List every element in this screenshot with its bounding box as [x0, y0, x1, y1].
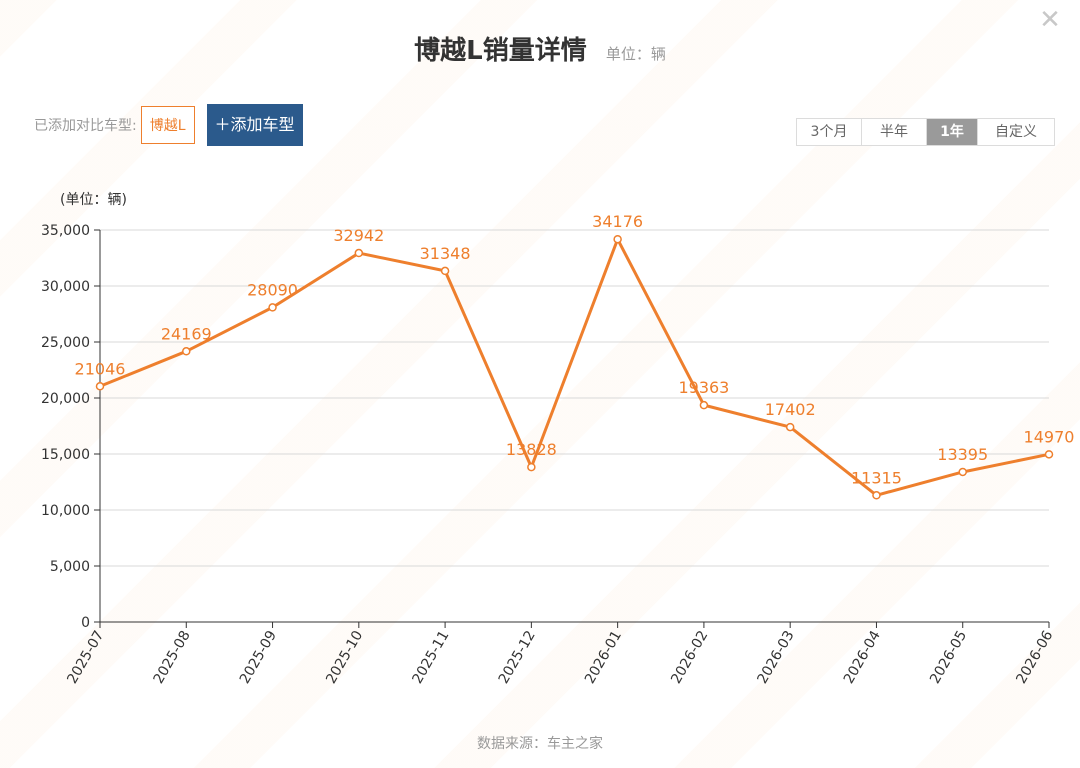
data-point [872, 491, 881, 500]
data-point [613, 234, 622, 244]
x-tick-label: 2026-01 [582, 628, 625, 687]
data-source: 数据来源：车主之家 [477, 736, 603, 752]
close-icon[interactable]: ✕ [1039, 5, 1061, 35]
data-label: 11315 [851, 468, 902, 487]
x-tick-label: 2026-05 [927, 628, 970, 687]
data-label: 32942 [333, 226, 384, 245]
y-tick-label: 25,000 [41, 335, 90, 351]
data-point [785, 422, 795, 432]
tab-1-year[interactable]: 1年 [926, 119, 977, 145]
data-point [95, 382, 105, 391]
compare-car-tag[interactable]: 博越L [140, 106, 195, 144]
data-point [440, 266, 450, 276]
range-tabs: 3个月 半年 1年 自定义 [796, 118, 1055, 146]
x-tick-label: 2025-08 [151, 628, 194, 687]
data-label: 21046 [75, 359, 126, 378]
compare-bar: 已添加对比车型: 博越L ＋添加车型 [34, 104, 303, 146]
tab-custom[interactable]: 自定义 [977, 119, 1054, 145]
x-tick-label: 2025-12 [496, 628, 539, 687]
add-car-button[interactable]: ＋添加车型 [206, 104, 303, 146]
data-label: 13828 [506, 440, 557, 459]
data-point [699, 400, 709, 410]
data-label: 24169 [161, 324, 212, 343]
data-point [268, 303, 277, 312]
data-label: 13395 [937, 445, 988, 464]
y-tick-label: 0 [81, 615, 90, 631]
data-label: 14970 [1024, 427, 1075, 446]
data-point [354, 248, 364, 258]
series-line [99, 237, 1050, 497]
data-label: 31348 [420, 244, 471, 263]
data-point [1044, 450, 1054, 459]
x-tick-label: 2025-10 [323, 628, 366, 687]
data-point [182, 347, 191, 356]
title-unit: 单位：辆 [605, 45, 666, 63]
y-tick-label: 35,000 [41, 223, 90, 239]
x-tick-label: 2026-04 [841, 628, 884, 687]
data-label: 34176 [592, 212, 643, 231]
tab-3-months[interactable]: 3个月 [797, 119, 861, 145]
y-tick-label: 10,000 [41, 503, 90, 519]
compare-label: 已添加对比车型: [34, 118, 137, 134]
x-tick-label: 2025-09 [237, 628, 280, 687]
data-label: 19363 [678, 378, 729, 397]
data-label: 17402 [765, 400, 816, 419]
data-point [527, 462, 536, 472]
data-label: 28090 [247, 280, 298, 299]
y-tick-label: 5,000 [50, 559, 90, 575]
x-tick-label: 2025-07 [64, 628, 107, 687]
y-axis-unit-label: (单位：辆) [60, 192, 127, 208]
data-point [958, 467, 967, 477]
tab-half-year[interactable]: 半年 [861, 119, 926, 145]
title-row: 博越L销量详情 单位：辆 [0, 30, 1080, 67]
y-tick-label: 30,000 [41, 279, 90, 295]
x-tick-label: 2026-06 [1013, 628, 1056, 687]
page-title: 博越L销量详情 [414, 36, 587, 66]
y-tick-label: 15,000 [41, 447, 90, 463]
y-tick-label: 20,000 [41, 391, 90, 407]
x-tick-label: 2026-03 [755, 628, 798, 687]
x-tick-label: 2026-02 [668, 628, 711, 687]
x-tick-label: 2025-11 [409, 628, 452, 687]
